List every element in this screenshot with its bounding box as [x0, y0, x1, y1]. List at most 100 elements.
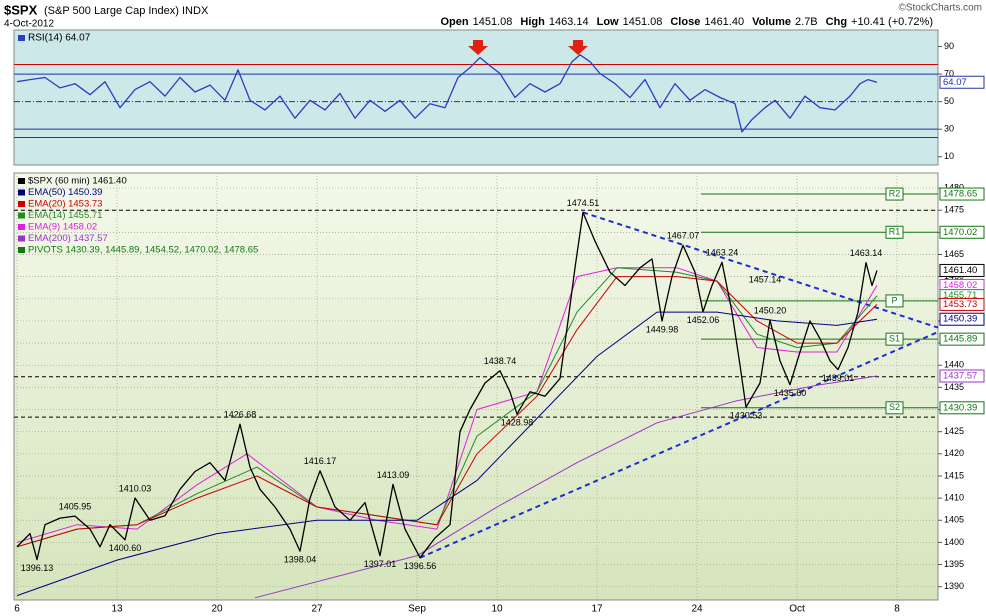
- price-annotation: 1428.98: [501, 417, 534, 427]
- arrow: [568, 40, 588, 55]
- price-annotation: 1416.17: [304, 456, 337, 466]
- price-annotation: 1450.20: [754, 305, 787, 315]
- legend-swatch: [18, 235, 25, 242]
- quote-label: Open: [440, 16, 468, 28]
- value-flag-label: 1470.02: [943, 227, 977, 238]
- price-annotation: 1430.53: [730, 411, 763, 421]
- legend-swatch: [18, 224, 25, 230]
- series-line: [16, 211, 878, 561]
- legend-entry: EMA(50) 1450.39: [28, 187, 102, 198]
- y-tick-label: 10: [944, 151, 954, 161]
- quote: Open 1451.08 High 1463.14 Low 1451.08 Close 146…: [440, 16, 933, 28]
- value-flag: [939, 332, 985, 346]
- legend-swatch: [18, 178, 25, 184]
- price-annotation: 1438.74: [484, 356, 517, 366]
- value-flag-label: 1430.39: [943, 402, 977, 413]
- y-tick-label: 1440: [944, 360, 964, 370]
- pivot-label: R2: [889, 188, 901, 198]
- x-tick-label: Oct: [789, 604, 805, 615]
- value-flag-label: 1453.73: [943, 299, 977, 310]
- quote-value: 1463.14: [549, 16, 589, 28]
- quote-label: High: [520, 16, 545, 28]
- quote-label: Low: [597, 16, 619, 28]
- price-annotation: 1398.04: [284, 554, 317, 564]
- price-annotation: 1396.13: [21, 563, 54, 573]
- date: 4-Oct-2012: [4, 19, 54, 30]
- y-tick-label: 90: [944, 41, 954, 51]
- value-flag: [939, 75, 985, 89]
- quote-label: Close: [670, 16, 700, 28]
- price-annotation: 1463.14: [850, 248, 883, 258]
- legend-swatch: [18, 189, 25, 196]
- legend-entry: EMA(200) 1437.57: [28, 233, 108, 244]
- y-tick-label: 1400: [944, 537, 964, 547]
- quote-value: 1451.08: [623, 16, 663, 28]
- legend-swatch: [18, 201, 25, 207]
- legend-entry: EMA(14) 1455.71: [28, 210, 102, 221]
- price-annotation: 1410.03: [119, 483, 152, 493]
- legend-swatch: [18, 212, 25, 219]
- legend-entry: EMA(9) 1458.02: [28, 222, 97, 233]
- price-annotation: 1405.95: [59, 501, 92, 511]
- price-annotation: 1474.51: [567, 198, 600, 208]
- pivot-label: S2: [889, 402, 900, 412]
- x-tick-label: Sep: [408, 604, 426, 615]
- y-tick-label: 1480: [944, 182, 964, 192]
- value-flag-label: 64.07: [943, 77, 967, 88]
- series-line: [16, 267, 878, 543]
- legend-swatch: [18, 35, 25, 41]
- quote-value: 1451.08: [473, 16, 513, 28]
- x-tick-label: 17: [591, 604, 603, 615]
- value-flag: [939, 369, 985, 383]
- price-annotation: 1467.07: [667, 231, 700, 241]
- quote-label: Chg: [826, 16, 847, 28]
- pivot-label: S1: [889, 334, 900, 344]
- series-line: [16, 54, 878, 133]
- pivot-box: [885, 401, 904, 415]
- arrow: [468, 40, 488, 55]
- y-tick-label: 1465: [944, 249, 964, 259]
- price-annotation: 1452.06: [687, 315, 720, 325]
- x-tick-label: 10: [491, 604, 503, 615]
- y-tick-label: 1405: [944, 515, 964, 525]
- y-tick-label: 30: [944, 124, 954, 134]
- series-line: [16, 276, 878, 548]
- y-tick-label: 50: [944, 96, 954, 106]
- y-tick-label: 1435: [944, 382, 964, 392]
- pivot-label: R1: [889, 227, 901, 237]
- symbol-name: (S&P 500 Large Cap Index) INDX: [44, 5, 209, 17]
- symbol: $SPX: [4, 2, 38, 17]
- price-annotation: 1397.01: [364, 559, 397, 569]
- series-line: [16, 311, 878, 597]
- y-tick-label: 1390: [944, 581, 964, 591]
- pivot-box: [885, 187, 904, 201]
- legend-swatch: [18, 247, 25, 253]
- pivot-box: [885, 332, 904, 346]
- price-annotation: 1439.01: [822, 373, 855, 383]
- value-flag: [939, 401, 985, 415]
- y-tick-label: 1395: [944, 559, 964, 569]
- price-annotation: 1463.24: [706, 248, 739, 258]
- quote-label: Volume: [752, 16, 791, 28]
- value-flag-label: 1455.71: [943, 290, 977, 301]
- price-annotation: 1426.68: [224, 410, 257, 420]
- credit: ©StockCharts.com: [898, 3, 982, 14]
- legend-entry: $SPX (60 min) 1461.40: [28, 176, 127, 187]
- price-annotation: 1449.98: [646, 324, 679, 334]
- value-flag-label: 1445.89: [943, 334, 977, 345]
- y-tick-label: 1410: [944, 492, 964, 502]
- y-tick-label: 70: [944, 68, 954, 78]
- x-tick-label: 8: [894, 604, 900, 615]
- price-annotation: 1435.60: [774, 388, 807, 398]
- price-annotation: 1396.56: [404, 561, 437, 571]
- value-flag: [939, 312, 985, 326]
- price-annotation: 1413.09: [377, 470, 410, 480]
- value-flag-label: 1478.65: [943, 189, 977, 200]
- legend-entry: EMA(20) 1453.73: [28, 199, 102, 210]
- trendline: [419, 331, 939, 559]
- pivot-box: [885, 294, 904, 308]
- value-flag-label: 1458.02: [943, 280, 977, 291]
- pivot-box: [885, 225, 904, 239]
